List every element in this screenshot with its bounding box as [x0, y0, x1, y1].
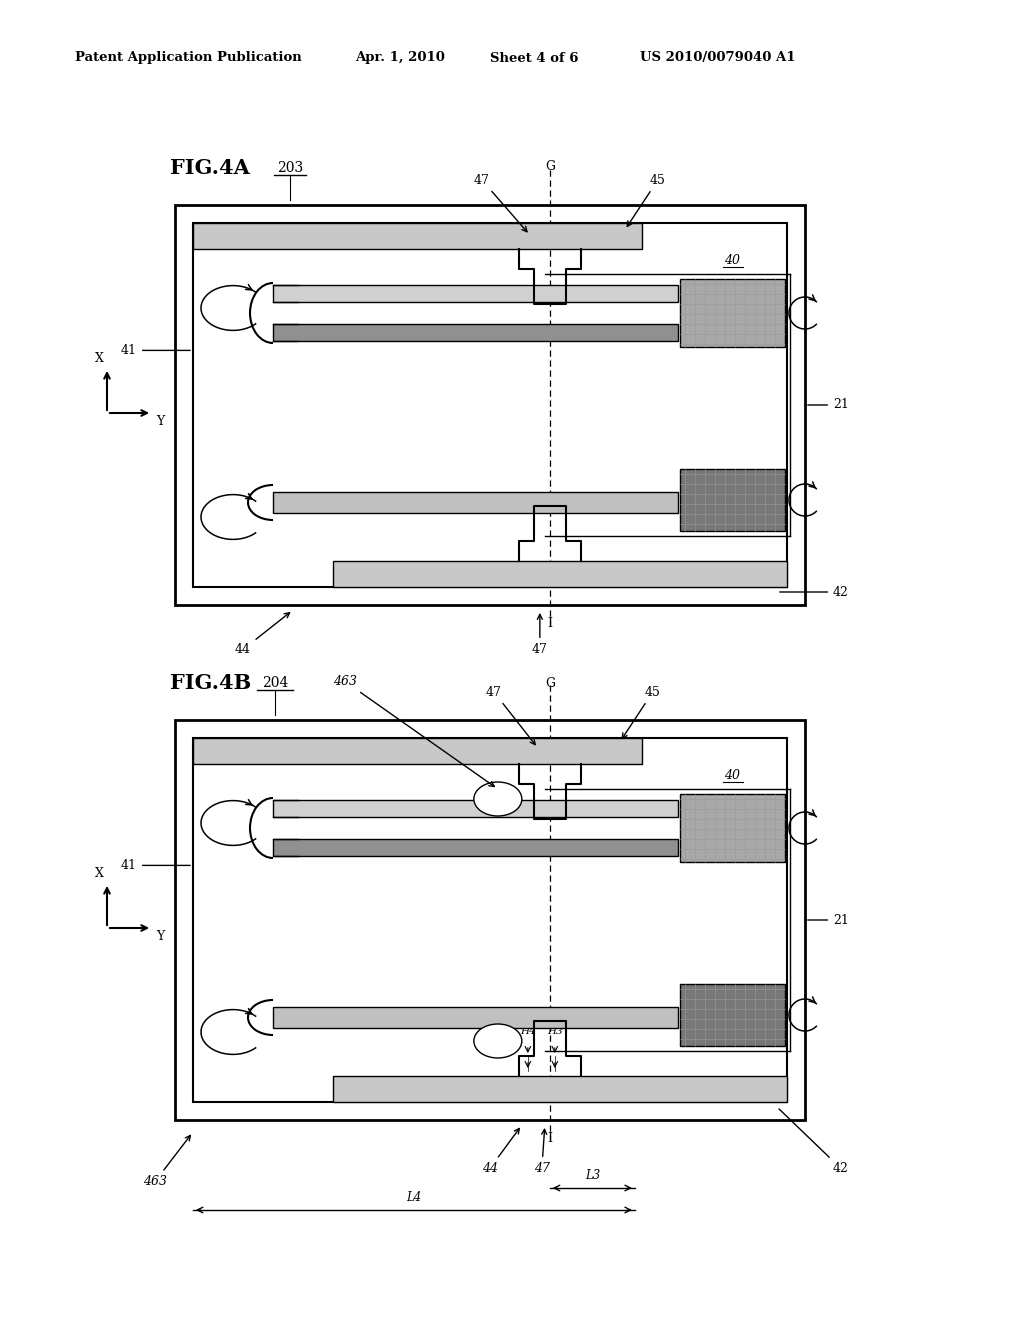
Text: 21: 21 [808, 399, 849, 412]
Text: I: I [548, 1133, 552, 1144]
Text: 203: 203 [276, 161, 303, 176]
Text: 40: 40 [725, 253, 740, 267]
Bar [273, 285, 678, 302]
Bar [680, 983, 785, 1045]
Bar [273, 840, 678, 855]
Bar [193, 738, 642, 764]
Bar [273, 800, 678, 817]
Text: 21: 21 [808, 913, 849, 927]
Text: 44: 44 [482, 1129, 519, 1175]
Text: Y: Y [156, 414, 164, 428]
Text: 41: 41 [121, 345, 190, 356]
Text: Patent Application Publication: Patent Application Publication [75, 51, 302, 65]
Text: 42: 42 [780, 586, 849, 598]
Text: Sheet 4 of 6: Sheet 4 of 6 [490, 51, 579, 65]
Ellipse shape [474, 781, 522, 816]
Text: US 2010/0079040 A1: US 2010/0079040 A1 [640, 51, 796, 65]
Text: 463: 463 [333, 675, 495, 787]
Bar [680, 795, 785, 862]
Text: 463: 463 [143, 1135, 190, 1188]
Text: FIG.4B: FIG.4B [170, 673, 251, 693]
Text: 45: 45 [628, 173, 666, 227]
Text: FIG.4A: FIG.4A [170, 158, 250, 178]
Text: X: X [94, 352, 103, 366]
Text: H4: H4 [520, 1027, 536, 1036]
Text: 47: 47 [531, 614, 548, 656]
Text: 44: 44 [234, 612, 290, 656]
Text: 47: 47 [486, 685, 536, 744]
Bar [273, 1007, 678, 1028]
Bar [333, 561, 787, 587]
Text: G: G [545, 160, 555, 173]
Text: L4: L4 [407, 1191, 422, 1204]
Text: 42: 42 [779, 1109, 849, 1175]
Text: Y: Y [156, 931, 164, 942]
Text: 41: 41 [121, 859, 190, 873]
Bar [333, 1076, 787, 1102]
Bar [175, 205, 805, 605]
Text: 47: 47 [534, 1130, 550, 1175]
Bar [680, 279, 785, 347]
Bar [175, 719, 805, 1119]
Text: L3: L3 [585, 1170, 600, 1181]
Text: 40: 40 [725, 770, 740, 781]
Text: H3: H3 [547, 1027, 562, 1036]
Text: Apr. 1, 2010: Apr. 1, 2010 [355, 51, 444, 65]
Text: 45: 45 [623, 685, 660, 738]
Bar [193, 223, 642, 249]
Bar [193, 223, 787, 587]
Bar [273, 323, 678, 341]
Text: 47: 47 [474, 173, 527, 232]
Text: 204: 204 [262, 676, 288, 690]
Bar [193, 738, 787, 1102]
Ellipse shape [474, 1024, 522, 1059]
Bar [680, 469, 785, 531]
Bar [273, 492, 678, 513]
Text: G: G [545, 677, 555, 690]
Text: I: I [548, 616, 552, 630]
Text: X: X [94, 867, 103, 880]
